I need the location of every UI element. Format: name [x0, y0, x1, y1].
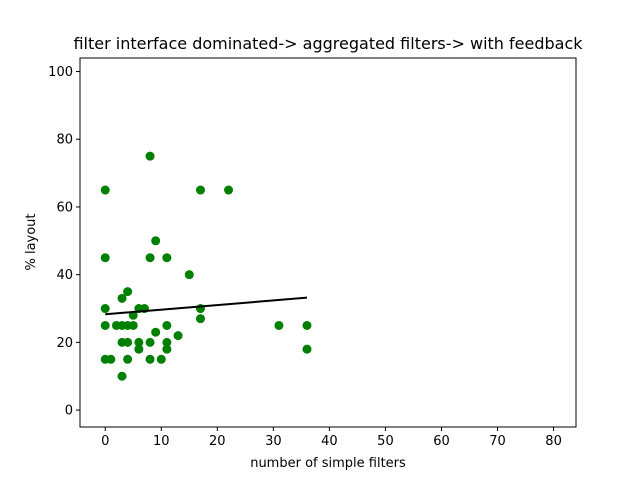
y-tick-label-1: 20 — [56, 336, 73, 351]
data-point-0 — [100, 185, 110, 195]
x-tick-label-1: 10 — [153, 434, 170, 449]
data-point-23 — [145, 337, 155, 347]
data-point-14 — [123, 354, 133, 364]
x-tick-label-6: 60 — [433, 434, 450, 449]
x-tick-label-5: 50 — [377, 434, 394, 449]
data-point-22 — [145, 253, 155, 263]
data-point-27 — [156, 354, 166, 364]
y-tick-label-0: 0 — [65, 404, 73, 419]
x-axis-title: number of simple filters — [250, 456, 406, 471]
data-point-30 — [162, 337, 172, 347]
y-axis-title: % layout — [24, 213, 39, 270]
trend-line — [105, 296, 308, 316]
data-point-18 — [134, 337, 144, 347]
x-tick-label-8: 80 — [545, 434, 562, 449]
data-point-28 — [162, 253, 172, 263]
y-tick-label-4: 80 — [56, 133, 73, 148]
x-tick-label-0: 0 — [101, 434, 109, 449]
data-point-1 — [100, 253, 110, 263]
axis-ticks: 0 10 20 30 40 50 60 70 80 0 20 40 60 80 100 — [48, 65, 562, 449]
x-tick-label-3: 30 — [265, 434, 282, 449]
data-point-40 — [302, 344, 312, 354]
plot-area — [100, 151, 312, 381]
data-point-26 — [151, 327, 161, 337]
x-tick-label-4: 40 — [321, 434, 338, 449]
data-point-32 — [173, 331, 183, 341]
data-point-39 — [302, 320, 312, 330]
chart-title: filter interface dominated-> aggregated … — [73, 34, 583, 53]
y-tick-label-3: 60 — [56, 200, 73, 215]
data-point-21 — [145, 151, 155, 161]
data-point-24 — [145, 354, 155, 364]
data-point-38 — [274, 320, 284, 330]
data-point-10 — [117, 371, 127, 381]
data-point-16 — [128, 320, 138, 330]
data-point-31 — [162, 344, 172, 354]
data-point-34 — [196, 185, 205, 195]
data-point-25 — [151, 236, 161, 246]
data-point-33 — [184, 270, 194, 280]
data-point-36 — [196, 314, 205, 324]
data-point-2 — [100, 304, 110, 314]
data-point-29 — [162, 320, 172, 330]
data-point-11 — [123, 287, 133, 297]
x-tick-label-2: 20 — [209, 434, 226, 449]
data-point-13 — [123, 337, 133, 347]
y-tick-label-5: 100 — [48, 65, 73, 80]
data-point-37 — [224, 185, 234, 195]
x-tick-label-7: 70 — [489, 434, 506, 449]
data-point-5 — [106, 354, 116, 364]
axes-frame — [79, 57, 577, 428]
y-tick-label-2: 40 — [56, 268, 73, 283]
data-point-3 — [100, 320, 110, 330]
data-point-19 — [134, 344, 144, 354]
data-point-7 — [117, 293, 127, 303]
